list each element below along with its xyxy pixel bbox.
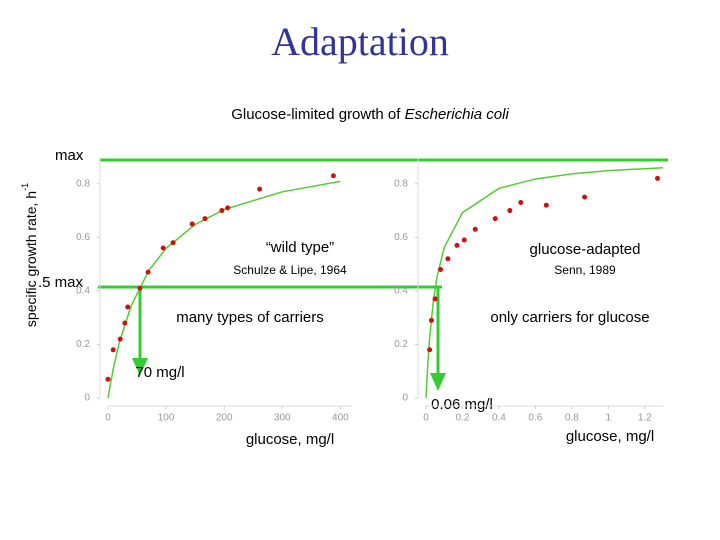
data-point — [110, 347, 116, 353]
data-point — [330, 173, 336, 179]
x-tick-label: 1 — [606, 413, 612, 424]
x-tick-label: 200 — [216, 413, 233, 424]
y-tick-label: 0.6 — [76, 232, 90, 243]
chart-title: “wild type” — [266, 239, 334, 256]
data-point — [461, 237, 467, 243]
data-point — [582, 194, 588, 200]
x-tick-label: 300 — [274, 413, 291, 424]
data-point — [518, 200, 524, 206]
data-point — [225, 205, 231, 211]
data-point — [472, 226, 478, 232]
x-tick-label: 1.2 — [638, 413, 652, 424]
data-point — [432, 296, 438, 302]
y-tick-label: 0 — [84, 393, 90, 404]
data-point — [170, 240, 176, 246]
data-point — [219, 208, 225, 214]
ks-adapted-label: 0.06 mg/l — [431, 396, 493, 413]
x-axis-label: glucose, mg/l — [246, 431, 334, 448]
slide-title: Adaptation — [271, 19, 449, 64]
y-tick-label: 0.8 — [394, 178, 408, 189]
data-point — [543, 202, 549, 208]
y-tick-label: 0.2 — [394, 339, 408, 350]
y-tick-label: 0.8 — [76, 178, 90, 189]
chart-note: many types of carriers — [176, 309, 324, 326]
data-point — [257, 186, 263, 192]
chart-source: Schulze & Lipe, 1964 — [233, 263, 347, 277]
data-point — [445, 256, 451, 262]
y-tick-label: 0.2 — [76, 339, 90, 350]
data-point — [492, 216, 498, 222]
x-tick-label: 400 — [332, 413, 349, 424]
data-point — [454, 242, 460, 248]
data-point — [428, 317, 434, 323]
x-tick-label: 0 — [105, 413, 111, 424]
ks-wild-label: 70 mg/l — [135, 364, 184, 381]
fit-line — [425, 166, 664, 399]
data-point — [105, 376, 111, 382]
chart-title: glucose-adapted — [530, 241, 641, 258]
y-tick-label: 0.4 — [76, 286, 90, 297]
data-point — [189, 221, 195, 227]
y-axis-label: specific growth rate, h-1 — [20, 183, 38, 327]
chart-note: only carriers for glucose — [490, 309, 649, 326]
data-point — [117, 336, 123, 342]
data-point — [427, 347, 433, 353]
x-tick-label: 0.2 — [456, 413, 470, 424]
data-point — [122, 320, 128, 326]
data-point — [507, 208, 513, 214]
data-point — [438, 266, 444, 272]
half-max-label: .5 max — [38, 274, 84, 291]
arrowhead-right — [430, 373, 446, 391]
subtitle-text: Glucose-limited growth of — [231, 106, 404, 123]
x-axis-label: glucose, mg/l — [566, 428, 654, 445]
data-point — [125, 304, 131, 310]
y-axis-label-superscript: -1 — [20, 183, 30, 191]
x-tick-label: 0 — [423, 413, 429, 424]
y-tick-label: 0.6 — [394, 232, 408, 243]
arrowhead-left — [132, 358, 148, 376]
chart-source: Senn, 1989 — [554, 263, 616, 277]
subtitle: Glucose-limited growth of Escherichia co… — [231, 106, 509, 123]
data-point — [160, 245, 166, 251]
x-tick-label: 100 — [158, 413, 175, 424]
x-tick-label: 0.4 — [492, 413, 506, 424]
y-axis-label-text: specific growth rate, h — [23, 191, 39, 327]
max-label: max — [55, 147, 84, 164]
subtitle-species: Escherichia coli — [405, 106, 510, 123]
y-tick-label: 0 — [402, 393, 408, 404]
data-point — [202, 216, 208, 222]
data-point — [655, 175, 661, 181]
x-tick-label: 0.8 — [565, 413, 579, 424]
data-point — [137, 285, 143, 291]
y-tick-label: 0.4 — [394, 286, 408, 297]
x-tick-label: 0.6 — [528, 413, 542, 424]
data-point — [145, 269, 151, 275]
